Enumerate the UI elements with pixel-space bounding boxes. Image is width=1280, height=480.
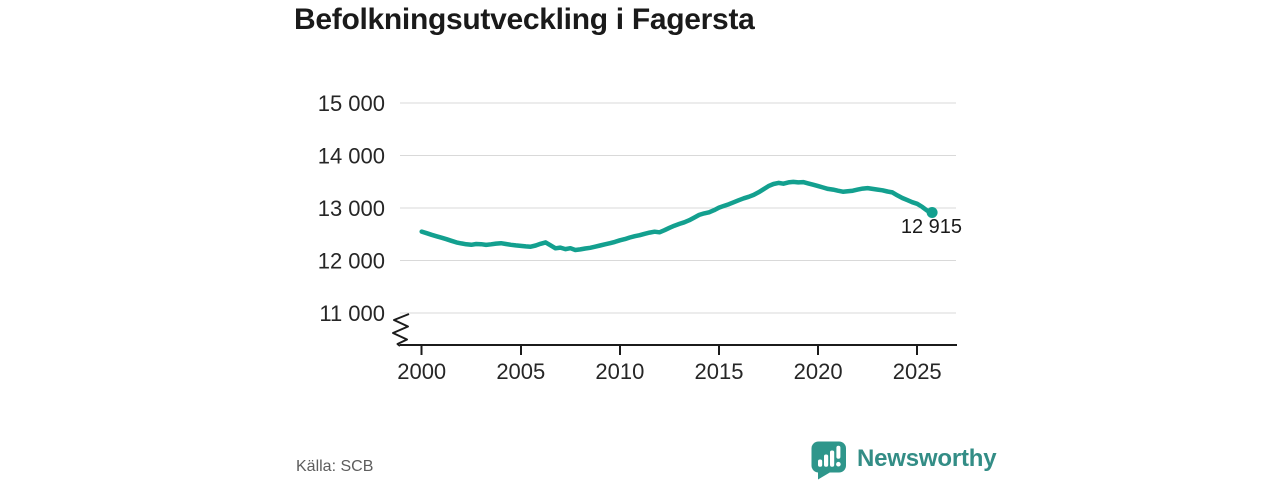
logo-bubble-tail bbox=[818, 469, 832, 480]
y-axis-label: 12 000 bbox=[318, 249, 385, 274]
x-axis-label: 2000 bbox=[397, 359, 446, 384]
x-axis-label: 2025 bbox=[893, 359, 942, 384]
newsworthy-wordmark: Newsworthy bbox=[857, 445, 997, 472]
x-axis-label: 2015 bbox=[695, 359, 744, 384]
logo-bubble bbox=[811, 441, 846, 473]
y-axis-break-icon bbox=[392, 313, 410, 347]
logo-bar-2 bbox=[824, 454, 829, 467]
logo-bar-1 bbox=[818, 459, 823, 467]
logo-bar-3 bbox=[830, 450, 835, 467]
x-axis-label: 2020 bbox=[794, 359, 843, 384]
population-line bbox=[419, 179, 935, 253]
y-axis-label: 14 000 bbox=[318, 144, 385, 169]
newsworthy-speech-bubble-icon bbox=[811, 441, 846, 480]
latest-value-dot bbox=[926, 207, 938, 218]
x-axis-label: 2005 bbox=[496, 359, 545, 384]
y-axis-label: 13 000 bbox=[318, 196, 385, 221]
latest-value-label: 12 915 bbox=[900, 216, 962, 238]
newsworthy-logo: Newsworthy bbox=[810, 440, 997, 480]
x-axis-label: 2010 bbox=[595, 359, 644, 384]
source-caption: Källa: SCB bbox=[296, 458, 374, 475]
y-axis-label: 11 000 bbox=[319, 301, 385, 326]
logo-exclamation-stem bbox=[836, 445, 841, 459]
y-axis-label: 15 000 bbox=[318, 91, 385, 116]
logo-exclamation-dot bbox=[836, 461, 841, 467]
page-title: Befolkningsutveckling i Fagersta bbox=[294, 3, 755, 36]
